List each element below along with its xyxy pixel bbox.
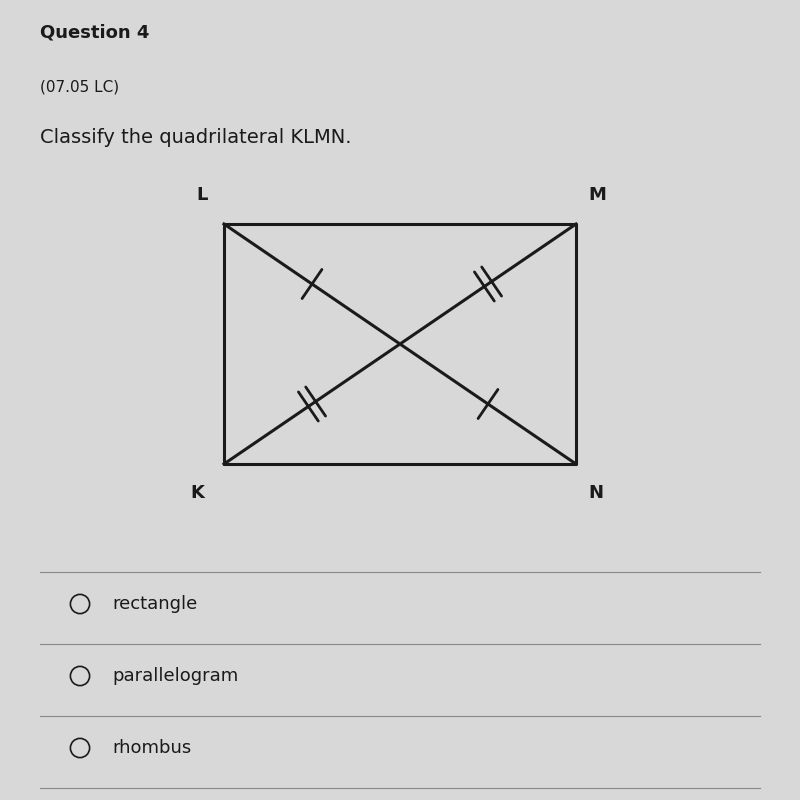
Text: Question 4: Question 4 xyxy=(40,24,150,42)
Text: rhombus: rhombus xyxy=(112,739,191,757)
Text: M: M xyxy=(588,186,606,204)
Text: parallelogram: parallelogram xyxy=(112,667,238,685)
Text: L: L xyxy=(197,186,208,204)
Text: Classify the quadrilateral KLMN.: Classify the quadrilateral KLMN. xyxy=(40,128,351,147)
Text: rectangle: rectangle xyxy=(112,595,198,613)
Text: K: K xyxy=(190,484,204,502)
Text: (07.05 LC): (07.05 LC) xyxy=(40,80,119,95)
Text: N: N xyxy=(588,484,603,502)
